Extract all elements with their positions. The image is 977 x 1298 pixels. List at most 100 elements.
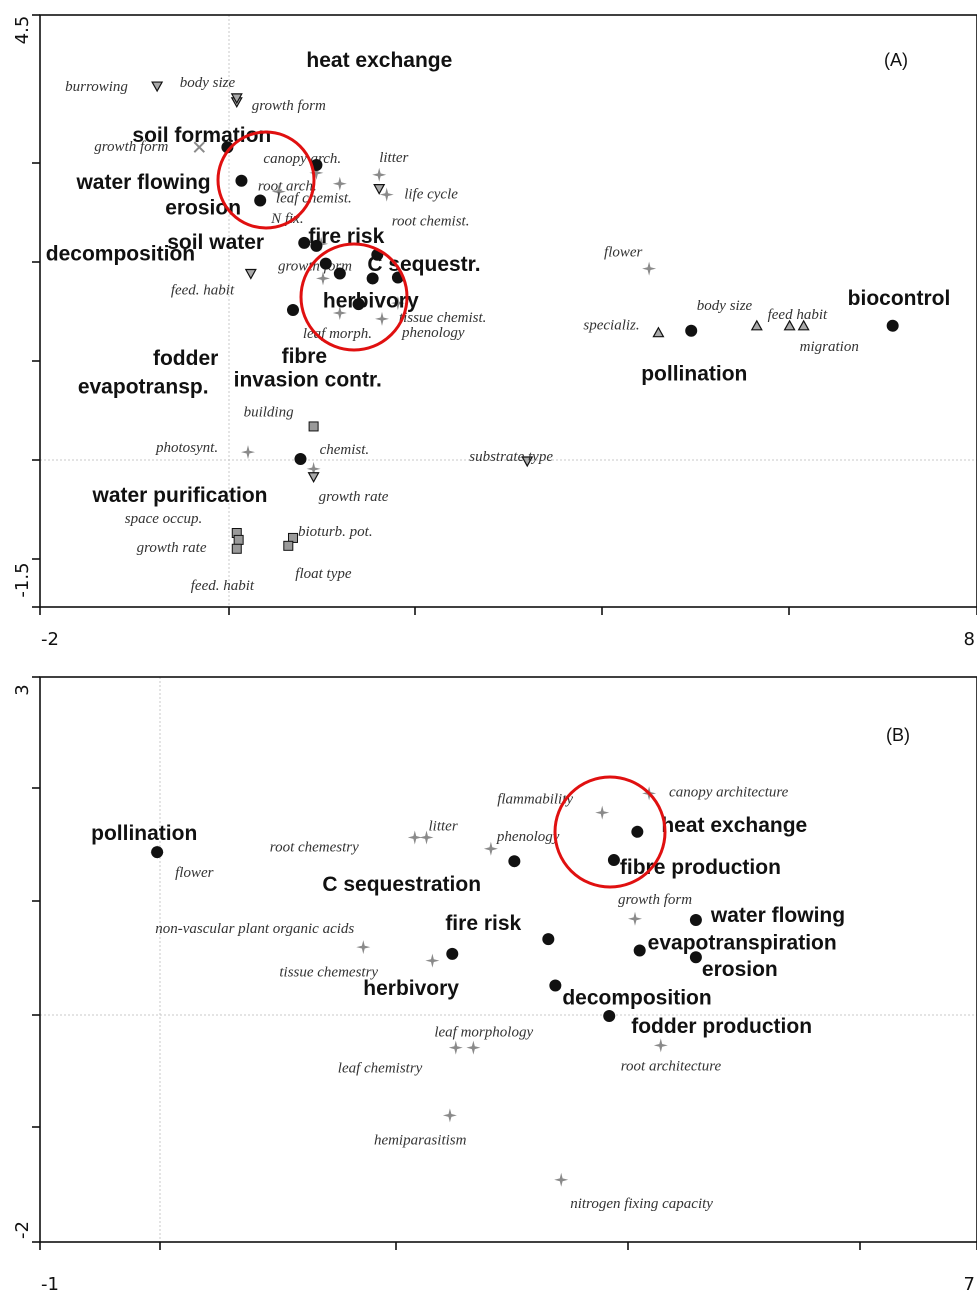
plot-frame [39, 676, 977, 1243]
trait-star-marker [419, 830, 434, 845]
service-point [319, 257, 332, 270]
trait-label: tissue chemist. [399, 310, 487, 326]
service-label: fibre production [620, 856, 781, 879]
y-tick-label: 3 [12, 684, 33, 695]
service-point [689, 913, 702, 926]
trait-label: canopy arch. [263, 151, 341, 167]
trait-label: burrowing [65, 79, 128, 95]
service-label: biocontrol [848, 287, 951, 310]
service-label: heat exchange [306, 49, 452, 72]
service-label: erosion [702, 958, 778, 981]
service-point [549, 979, 562, 992]
service-point [254, 194, 267, 207]
service-point [286, 304, 299, 317]
trait-star-marker [483, 841, 498, 856]
trait-label: tissue chemestry [279, 965, 378, 981]
service-label: water flowing [75, 171, 210, 194]
trait-star-marker [375, 311, 389, 326]
service-label: invasion contr. [234, 368, 382, 391]
trait-label: body size [180, 75, 236, 91]
service-label: soil water [167, 231, 264, 254]
trait-label: float type [295, 566, 352, 582]
trait-triangle-down-marker [373, 184, 386, 195]
service-point [294, 453, 307, 465]
trait-label: feed. habit [191, 578, 255, 594]
service-point [508, 855, 521, 868]
x-tick-label: 7 [964, 1274, 975, 1295]
trait-square-marker [283, 540, 294, 551]
trait-triangle-up-marker [750, 319, 763, 331]
trait-star-marker [448, 1040, 463, 1055]
trait-star-marker [316, 271, 330, 286]
service-label: heat exchange [661, 814, 807, 837]
trait-triangle-down-marker [244, 268, 257, 280]
trait-label: body size [697, 298, 753, 314]
x-tick-label: 8 [964, 629, 975, 650]
trait-star-marker [356, 940, 371, 955]
trait-triangle-down-marker [230, 93, 243, 105]
trait-star-marker [595, 805, 610, 820]
service-label: water purification [91, 484, 267, 507]
service-label: decomposition [562, 986, 711, 1009]
trait-square-marker [233, 534, 244, 545]
service-point [151, 846, 164, 859]
trait-star-marker [466, 1040, 481, 1055]
y-tick-label: 4.5 [12, 16, 33, 45]
trait-label: growth rate [319, 489, 389, 505]
trait-label: litter [379, 150, 408, 166]
trait-label: building [244, 404, 295, 420]
trait-star-marker [642, 261, 657, 276]
service-point [366, 272, 379, 285]
plot-frame [39, 14, 977, 608]
trait-label: substrate type [469, 449, 553, 465]
trait-label: litter [429, 818, 458, 834]
panel-b: -1 7 3 -2 (B) flammability canopy architecture… [12, 676, 977, 1295]
service-label: fire risk [445, 912, 521, 935]
trait-label: life cycle [404, 187, 458, 203]
x-tick-label: -1 [41, 1274, 59, 1295]
trait-label: non-vascular plant organic acids [155, 921, 354, 937]
service-label: fodder [153, 347, 218, 370]
trait-label: bioturb. pot. [298, 524, 373, 540]
trait-square-marker [308, 421, 319, 432]
service-point [886, 319, 899, 332]
service-point [607, 854, 620, 867]
service-label: C sequestration [322, 873, 481, 896]
service-label: pollination [641, 363, 747, 386]
trait-label: flammability [497, 792, 573, 808]
trait-star-marker [332, 306, 347, 320]
service-label: fibre [282, 345, 328, 368]
trait-label: feed habit [768, 307, 828, 323]
service-point [542, 933, 555, 946]
trait-label: growth form [94, 139, 168, 155]
trait-label: nitrogen fixing capacity [570, 1196, 713, 1212]
trait-label: N fix. [270, 211, 304, 227]
trait-star-marker [332, 176, 347, 191]
trait-star-marker [306, 461, 321, 476]
trait-star-marker [271, 184, 286, 199]
trait-label: leaf morphology [434, 1025, 533, 1041]
panel-a: -2 8 4.5 -1.5 (A) burrowing body size growth fo… [12, 14, 977, 650]
service-label: fire risk [308, 225, 384, 248]
service-label: erosion [165, 196, 241, 219]
trait-star-marker [554, 1172, 569, 1187]
service-label: C sequestr. [367, 253, 480, 276]
trait-label: chemist. [320, 442, 370, 458]
y-tick-label: -1.5 [12, 562, 33, 597]
trait-label: canopy architecture [669, 784, 789, 800]
trait-label: specializ. [583, 318, 639, 334]
trait-label: growth form [278, 258, 352, 274]
trait-label: root arch. [258, 179, 317, 195]
trait-label: growth rate [137, 540, 207, 556]
trait-star-marker [309, 165, 324, 180]
trait-star-marker [425, 953, 440, 968]
trait-star-marker [241, 445, 255, 460]
x-tick-label: -2 [41, 629, 59, 650]
highlight-circle [553, 775, 667, 889]
y-tick-label: -2 [12, 1221, 33, 1239]
trait-star-marker [653, 1038, 668, 1053]
trait-star-marker [379, 187, 394, 202]
service-point [685, 324, 698, 337]
service-point [310, 239, 323, 252]
trait-label: root architecture [621, 1058, 722, 1074]
